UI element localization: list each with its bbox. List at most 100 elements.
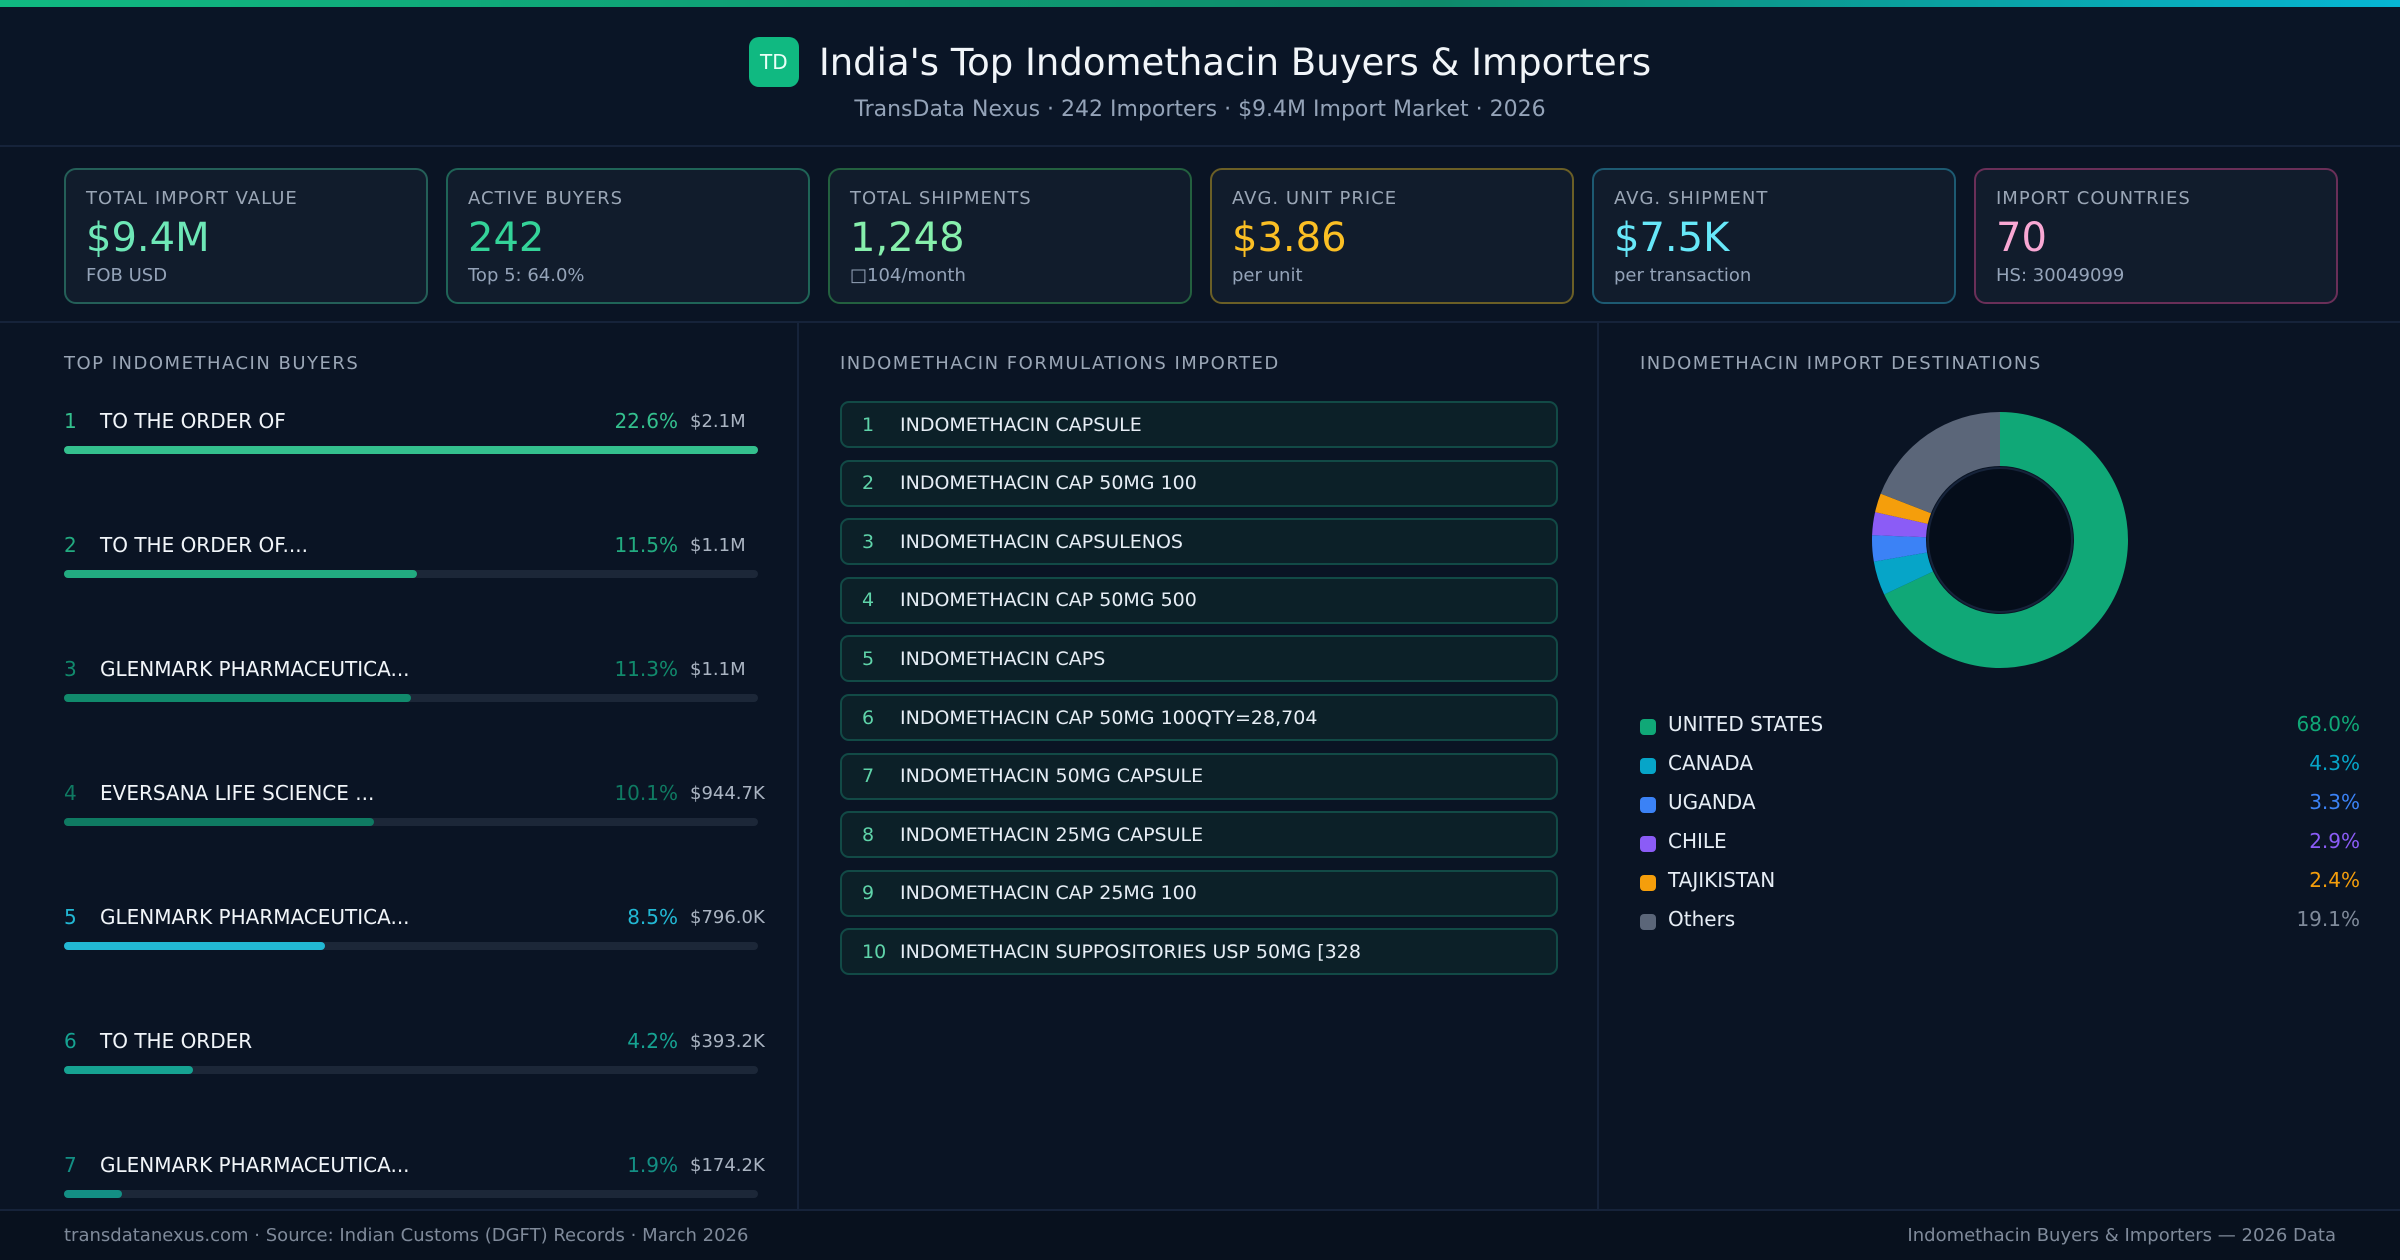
formulation-name: INDOMETHACIN CAP 50MG 500 [900, 589, 1197, 612]
formulation-rank: 3 [862, 530, 875, 553]
buyer-row[interactable]: 4 EVERSANA LIFE SCIENCE ... 10.1% $944.7… [64, 781, 765, 841]
buyer-value: $393.2K [690, 1031, 765, 1052]
buyer-row[interactable]: 3 GLENMARK PHARMACEUTICA... 11.3% $1.1M [64, 657, 758, 717]
formulation-name: INDOMETHACIN CAPSULENOS [900, 530, 1183, 553]
page-title: India's Top Indomethacin Buyers & Import… [818, 40, 1652, 84]
kpi-label: TOTAL SHIPMENTS [850, 188, 1032, 209]
formulation-item[interactable]: 10 INDOMETHACIN SUPPOSITORIES USP 50MG [3… [840, 928, 1558, 976]
buyer-share: 1.9% [627, 1153, 678, 1177]
buyer-share: 8.5% [627, 905, 678, 929]
formulation-rank: 2 [862, 472, 875, 495]
kpi-label: ACTIVE BUYERS [468, 188, 624, 209]
donut-slice-others[interactable] [1880, 412, 2000, 514]
donut-slice-canada[interactable] [1873, 552, 1934, 595]
logo: TD [748, 37, 799, 87]
buyer-share: 10.1% [614, 781, 678, 805]
formulation-item[interactable]: 8 INDOMETHACIN 25MG CAPSULE [840, 811, 1558, 859]
legend-swatch [1640, 758, 1656, 774]
kpi-card-active-buyers: ACTIVE BUYERS 242 Top 5: 64.0% [446, 168, 810, 304]
buyer-name: TO THE ORDER OF.... [100, 533, 308, 557]
buyer-value: $174.2K [690, 1155, 765, 1176]
buyer-name: GLENMARK PHARMACEUTICA... [100, 657, 410, 681]
formulation-item[interactable]: 7 INDOMETHACIN 50MG CAPSULE [840, 752, 1558, 800]
buyer-share-bar-fill [64, 570, 418, 578]
section-divider [0, 321, 2400, 323]
formulation-item[interactable]: 5 INDOMETHACIN CAPS [840, 635, 1558, 683]
kpi-sub: □104/month [850, 265, 966, 286]
buyer-name: EVERSANA LIFE SCIENCE ... [100, 781, 375, 805]
legend-item: CANADA 4.3% [1640, 751, 2360, 781]
kpi-value: $7.5K [1614, 215, 1730, 261]
formulation-name: INDOMETHACIN 50MG CAPSULE [900, 765, 1204, 788]
buyer-share-bar [64, 694, 758, 702]
kpi-label: TOTAL IMPORT VALUE [86, 188, 298, 209]
formulation-item[interactable]: 9 INDOMETHACIN CAP 25MG 100 [840, 869, 1558, 917]
buyer-share-bar [64, 818, 758, 826]
formulation-rank: 5 [862, 647, 875, 670]
buyer-share: 22.6% [614, 409, 678, 433]
formulation-item[interactable]: 2 INDOMETHACIN CAP 50MG 100 [840, 459, 1558, 507]
buyer-row[interactable]: 2 TO THE ORDER OF.... 11.5% $1.1M [64, 533, 758, 593]
kpi-value: $9.4M [86, 215, 210, 261]
buyer-name: GLENMARK PHARMACEUTICA... [100, 905, 410, 929]
buyer-share-bar-fill [64, 818, 375, 826]
destinations-donut-chart [1872, 412, 2128, 668]
kpi-value: 70 [1996, 215, 2047, 261]
formulation-item[interactable]: 3 INDOMETHACIN CAPSULENOS [840, 518, 1558, 566]
buyer-rank: 6 [64, 1029, 77, 1053]
formulation-item[interactable]: 1 INDOMETHACIN CAPSULE [840, 401, 1558, 448]
legend-value: 2.4% [2309, 868, 2360, 892]
buyer-row[interactable]: 1 TO THE ORDER OF 22.6% $2.1M [64, 409, 758, 469]
buyer-value: $1.1M [690, 535, 746, 556]
formulation-name: INDOMETHACIN CAPS [900, 647, 1106, 670]
kpi-value: 242 [468, 215, 545, 261]
buyer-value: $2.1M [690, 411, 746, 432]
formulation-rank: 8 [862, 823, 875, 846]
formulations-panel: INDOMETHACIN FORMULATIONS IMPORTED 1 INDO… [799, 323, 1599, 1209]
kpi-label: AVG. SHIPMENT [1614, 188, 1769, 209]
legend-value: 3.3% [2309, 790, 2360, 814]
formulation-name: INDOMETHACIN SUPPOSITORIES USP 50MG [328 [900, 940, 1361, 963]
donut-slice-united-states[interactable] [1884, 412, 2128, 668]
legend-item: Others 19.1% [1640, 907, 2360, 937]
buyer-value: $944.7K [690, 783, 765, 804]
section-title: INDOMETHACIN FORMULATIONS IMPORTED [840, 353, 1280, 374]
donut-slice-tajikistan[interactable] [1875, 493, 1932, 524]
kpi-label: IMPORT COUNTRIES [1996, 188, 2191, 209]
buyer-row[interactable]: 5 GLENMARK PHARMACEUTICA... 8.5% $796.0K [64, 905, 765, 965]
kpi-card-import-countries: IMPORT COUNTRIES 70 HS: 30049099 [1974, 168, 2338, 304]
kpi-cards: TOTAL IMPORT VALUE $9.4M FOB USD ACTIVE BU… [64, 168, 2338, 304]
buyer-rank: 1 [64, 409, 77, 433]
footer-caption: Indomethacin Buyers & Importers — 2026 D… [1907, 1225, 2336, 1246]
donut-slice-chile[interactable] [1872, 512, 1928, 538]
buyer-share-bar-fill [64, 446, 758, 454]
buyer-rank: 7 [64, 1153, 77, 1177]
formulation-item[interactable]: 4 INDOMETHACIN CAP 50MG 500 [840, 576, 1558, 624]
legend-value: 2.9% [2309, 829, 2360, 853]
formulation-rank: 7 [862, 765, 875, 788]
legend-item: CHILE 2.9% [1640, 829, 2360, 859]
kpi-sub: FOB USD [86, 265, 168, 286]
buyer-row[interactable]: 7 GLENMARK PHARMACEUTICA... 1.9% $174.2K [64, 1153, 765, 1213]
formulation-name: INDOMETHACIN CAPSULE [900, 413, 1142, 436]
formulation-item[interactable]: 6 INDOMETHACIN CAP 50MG 100QTY=28,704 [840, 694, 1558, 741]
legend-label: CANADA [1668, 751, 1754, 775]
donut-slice-uganda[interactable] [1872, 535, 1928, 562]
formulation-name: INDOMETHACIN 25MG CAPSULE [900, 823, 1204, 846]
legend-item: UNITED STATES 68.0% [1640, 712, 2360, 742]
kpi-sub: HS: 30049099 [1996, 265, 2125, 286]
legend-swatch [1640, 719, 1656, 735]
buyer-name: TO THE ORDER OF [100, 409, 286, 433]
buyer-row[interactable]: 6 TO THE ORDER 4.2% $393.2K [64, 1029, 765, 1089]
buyer-share: 4.2% [627, 1029, 678, 1053]
kpi-sub: per unit [1232, 265, 1303, 286]
legend-swatch [1640, 875, 1656, 891]
formulation-name: INDOMETHACIN CAP 50MG 100 [900, 472, 1197, 495]
legend-item: UGANDA 3.3% [1640, 790, 2360, 820]
legend-item: TAJIKISTAN 2.4% [1640, 868, 2360, 898]
footer: transdatanexus.com · Source: Indian Cust… [0, 1209, 2400, 1260]
section-title: INDOMETHACIN IMPORT DESTINATIONS [1640, 353, 2042, 374]
legend-swatch [1640, 914, 1656, 930]
top-accent-bar [0, 0, 2400, 7]
kpi-card-total-import-value: TOTAL IMPORT VALUE $9.4M FOB USD [64, 168, 428, 304]
